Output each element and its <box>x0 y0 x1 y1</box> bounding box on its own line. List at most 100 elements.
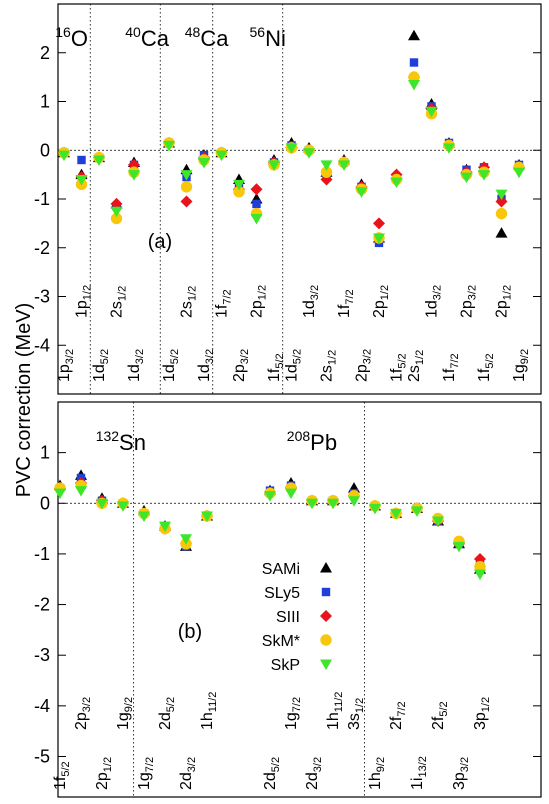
level-sub: 3/2 <box>309 285 321 300</box>
level-points <box>355 178 368 198</box>
data-point-skp <box>474 569 486 581</box>
level-points <box>306 494 318 510</box>
level-label: 1d3/2 <box>301 285 321 318</box>
level-main: 1g <box>283 712 300 730</box>
level-main: 1h <box>325 712 342 730</box>
level-sub: 5/2 <box>438 701 450 716</box>
level-sub: 5/2 <box>169 349 181 364</box>
data-point-skp <box>198 157 210 169</box>
nucleus-symbol: Ca <box>200 26 229 51</box>
data-point-skp <box>411 506 423 517</box>
level-points <box>264 484 276 502</box>
level-points <box>411 502 423 517</box>
y-tick-label: -5 <box>34 746 50 766</box>
level-main: 1i <box>409 778 426 790</box>
level-points <box>268 154 280 171</box>
level-main: 1p <box>56 364 73 382</box>
level-label: 1d5/2 <box>161 349 181 382</box>
level-main: 1f <box>476 368 493 382</box>
level-points <box>138 504 150 522</box>
y-tick-label: -3 <box>34 645 50 665</box>
nucleus-mass: 48 <box>185 24 201 40</box>
level-main: 1d <box>424 300 441 318</box>
data-point-skp <box>110 206 123 218</box>
level-points <box>425 97 438 120</box>
data-point-skp <box>285 143 298 154</box>
y-tick-label: 0 <box>40 140 50 160</box>
level-main: 2d <box>262 772 279 790</box>
data-point-sami <box>495 227 508 238</box>
level-label: 1p3/2 <box>56 349 76 382</box>
data-point-skp <box>138 511 150 522</box>
legend-entry-label: SAMi <box>262 561 300 578</box>
level-points <box>432 512 444 528</box>
level-sub: 3/2 <box>312 757 324 772</box>
panel-label: (b) <box>178 621 202 643</box>
nucleus-mass: 56 <box>250 24 266 40</box>
level-main: 1d <box>284 364 301 382</box>
level-main: 1d <box>91 364 108 382</box>
level-label: 1f7/2 <box>441 353 461 382</box>
level-label: 1g7/2 <box>283 697 303 730</box>
level-label: 2f5/2 <box>430 701 450 730</box>
level-main: 1p <box>74 300 91 318</box>
level-points <box>478 161 490 181</box>
level-main: 1f <box>266 368 283 382</box>
level-label: 1h9/2 <box>367 757 387 790</box>
data-point-skp <box>369 503 381 515</box>
data-point-skp <box>327 498 339 510</box>
data-point-skp <box>93 155 105 166</box>
legend-entry-label: SkP <box>271 657 300 674</box>
level-label: 1g7/2 <box>136 757 156 790</box>
level-points <box>373 217 385 248</box>
y-tick-label: -2 <box>34 595 50 615</box>
data-point-skp <box>159 521 171 533</box>
level-points <box>327 494 339 510</box>
level-label: 2d3/2 <box>304 757 324 790</box>
y-tick-label: 1 <box>40 443 50 463</box>
level-sub: 7/2 <box>449 353 461 368</box>
level-points <box>320 160 333 186</box>
level-main: 1d <box>161 364 178 382</box>
level-main: 1h <box>199 712 216 730</box>
level-label: 1d3/2 <box>126 349 146 382</box>
level-sub: 1/2 <box>502 285 514 300</box>
nucleus-label: 16O <box>55 24 88 51</box>
level-points <box>75 469 87 497</box>
level-main: 2d <box>178 772 195 790</box>
level-label: 1f5/2 <box>52 761 72 790</box>
level-points <box>369 499 381 515</box>
nucleus-symbol: Ca <box>141 26 170 51</box>
level-sub: 3/2 <box>432 285 444 300</box>
data-point-skp <box>306 498 318 510</box>
data-point-skp <box>303 148 315 159</box>
level-sub: 1/2 <box>379 285 391 300</box>
level-label: 1h11/2 <box>325 692 345 730</box>
level-label: 1p1/2 <box>74 285 94 318</box>
nucleus-mass: 208 <box>287 428 311 444</box>
level-label: 2s1/2 <box>406 350 426 382</box>
nucleus-symbol: O <box>71 26 88 51</box>
nucleus-label: 56Ni <box>250 24 286 51</box>
level-label: 2d5/2 <box>157 697 177 730</box>
level-points <box>453 535 465 553</box>
data-point-skp <box>443 143 455 154</box>
level-label: 1g9/2 <box>115 697 135 730</box>
level-label: 2d3/2 <box>178 757 198 790</box>
level-sub: 3/2 <box>239 349 251 364</box>
level-main: 1f <box>336 304 353 318</box>
level-points <box>180 163 193 208</box>
level-points <box>75 155 88 191</box>
level-sub: 5/2 <box>99 349 111 364</box>
data-point-skp <box>390 508 402 520</box>
data-point-sly5 <box>77 155 86 165</box>
level-points <box>58 146 70 162</box>
level-points <box>110 197 123 225</box>
level-label: 2p3/2 <box>459 285 479 318</box>
data-point-skp <box>285 488 297 500</box>
level-sub: 7/2 <box>344 289 356 304</box>
data-point-skp <box>408 79 420 91</box>
level-points <box>303 141 315 159</box>
